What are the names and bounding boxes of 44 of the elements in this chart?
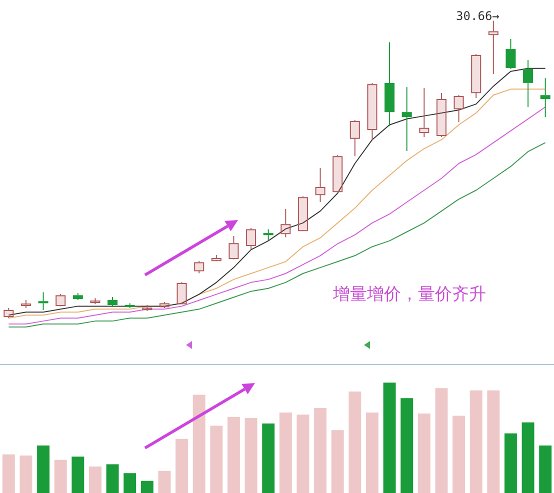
bar: [244, 418, 258, 493]
candlestick: [263, 228, 274, 241]
bar: [522, 422, 534, 493]
bar: [504, 433, 517, 493]
bar: [470, 390, 482, 493]
bar: [37, 446, 50, 493]
bar: [106, 464, 119, 493]
bar: [140, 480, 154, 493]
bar: [539, 446, 552, 493]
bar: [279, 412, 292, 493]
bar: [418, 414, 430, 493]
bar: [124, 473, 136, 493]
bar: [366, 412, 378, 493]
bar: [296, 414, 310, 493]
candlestick: [72, 292, 83, 300]
candlestick: [108, 296, 118, 308]
annotation: 30.66→: [456, 8, 500, 23]
bar: [210, 426, 223, 493]
candlestick: [38, 292, 48, 311]
candlestick: [124, 302, 135, 308]
bar: [192, 394, 206, 493]
bar: [400, 398, 414, 493]
candlestick: [384, 42, 395, 127]
candlestick: [540, 78, 550, 118]
bar: [331, 430, 344, 493]
bar: [20, 455, 32, 493]
bar: [88, 466, 102, 493]
bar: [348, 391, 362, 493]
bar: [2, 454, 15, 493]
candlestick: [523, 60, 534, 108]
bar: [314, 408, 327, 493]
candlestick: [506, 38, 516, 70]
bar: [383, 382, 396, 493]
bar: [262, 423, 275, 493]
bar: [487, 390, 500, 493]
bar: [158, 470, 171, 493]
annotation: 增量增价，量价齐升: [332, 284, 486, 304]
bar: [72, 456, 84, 493]
bar: [452, 416, 466, 493]
bar: [227, 416, 240, 493]
bar: [54, 460, 67, 493]
candlestick: [402, 86, 412, 152]
bar: [435, 388, 448, 493]
bar: [176, 438, 188, 493]
